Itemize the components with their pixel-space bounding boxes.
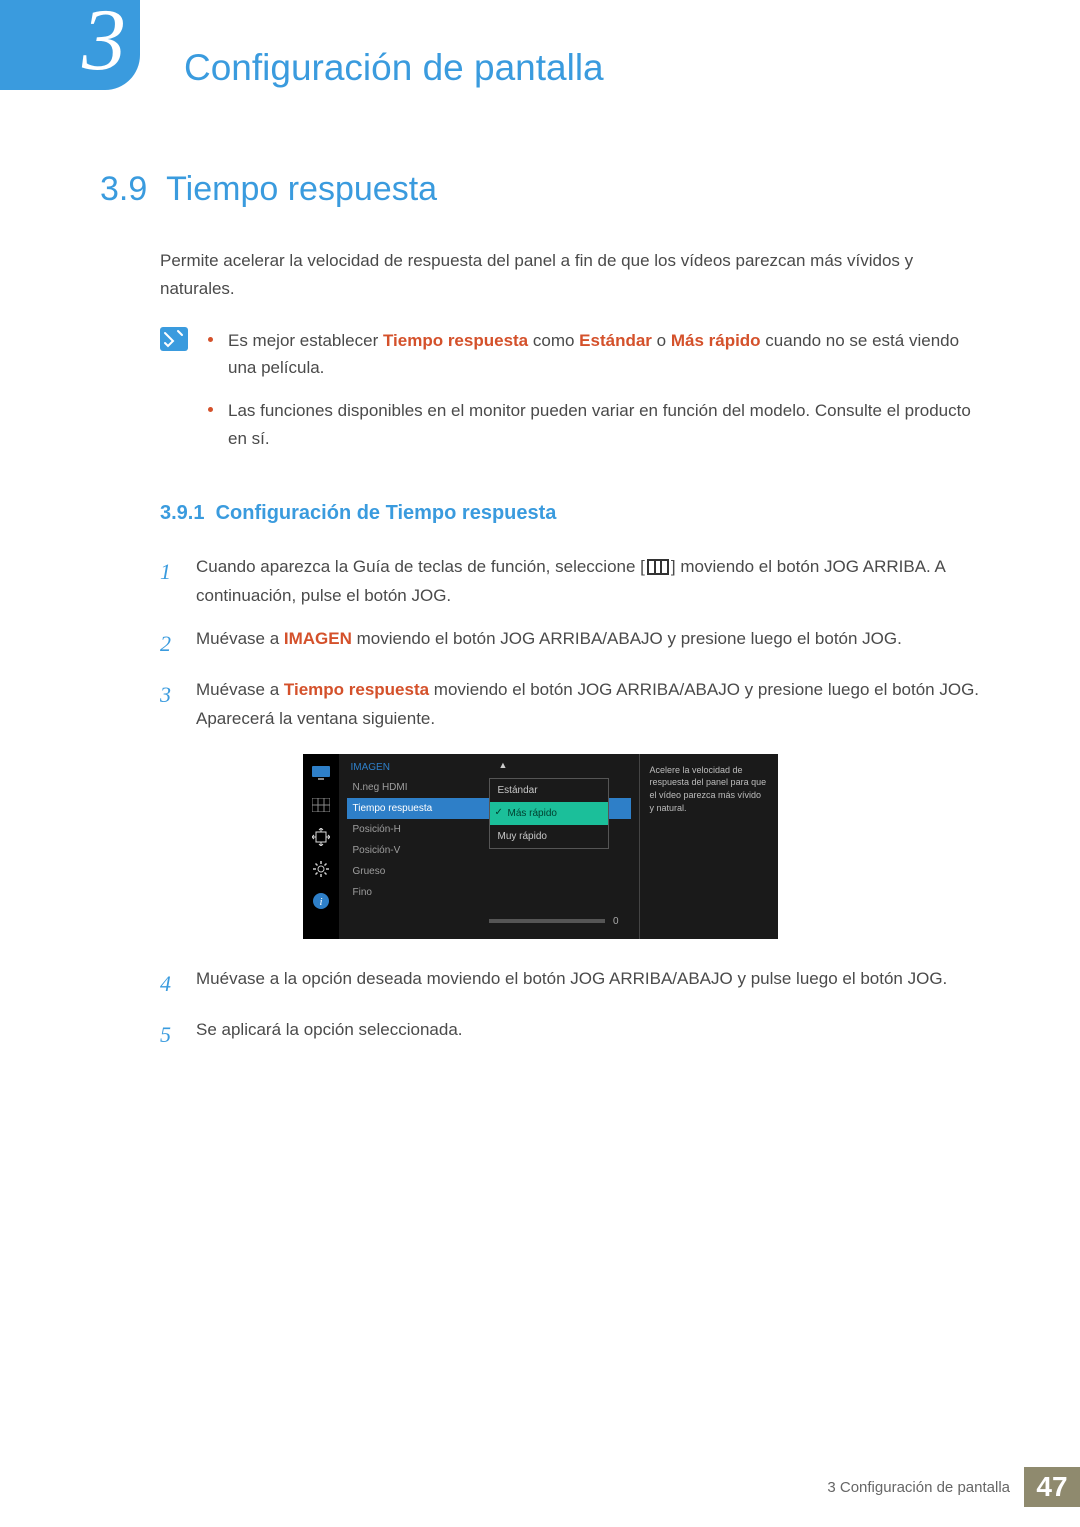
osd-help-text: Acelere la velocidad de respuesta del pa…: [639, 754, 778, 939]
note-bullets: Es mejor establecer Tiempo respuesta com…: [206, 327, 980, 468]
step-text: Muévase a la opción deseada moviendo el …: [196, 965, 947, 1002]
chapter-number: 3: [82, 1, 126, 80]
step-number: 3: [160, 676, 178, 734]
page-footer: 3 Configuración de pantalla 47: [827, 1467, 1080, 1507]
osd-item: Grueso: [347, 861, 631, 882]
content-area: 3.9 Tiempo respuesta Permite acelerar la…: [0, 90, 1080, 1054]
section-title: Tiempo respuesta: [166, 170, 437, 208]
gear-icon: [310, 858, 332, 880]
svg-text:i: i: [319, 896, 322, 908]
chapter-badge: 3: [0, 0, 140, 90]
osd-submenu-item: Estándar: [490, 779, 608, 802]
osd-item: Fino: [347, 882, 631, 903]
section-heading: 3.9 Tiempo respuesta: [100, 170, 980, 209]
step-text: Cuando aparezca la Guía de teclas de fun…: [196, 553, 980, 611]
subsection-number: 3.9.1: [160, 502, 204, 524]
step-number: 4: [160, 965, 178, 1002]
menu-icon: [647, 559, 669, 575]
intro-text: Permite acelerar la velocidad de respues…: [160, 247, 980, 303]
step-5: 5 Se aplicará la opción seleccionada.: [160, 1016, 980, 1053]
step-4: 4 Muévase a la opción deseada moviendo e…: [160, 965, 980, 1002]
footer-page-number: 47: [1024, 1467, 1080, 1507]
steps-list-cont: 4 Muévase a la opción deseada moviendo e…: [160, 965, 980, 1054]
osd-main-panel: IMAGEN ▲ N.neg HDMI Tiempo respuesta Pos…: [339, 754, 639, 939]
header-right: Configuración de pantalla: [140, 0, 1080, 90]
step-text: Muévase a Tiempo respuesta moviendo el b…: [196, 676, 980, 734]
osd-submenu: Estándar Más rápido Muy rápido: [489, 778, 609, 849]
monitor-icon: [310, 762, 332, 784]
osd-slider-value: 0: [613, 916, 619, 927]
note-icon: [160, 327, 188, 468]
osd-slider: 0: [489, 916, 619, 927]
info-icon: i: [310, 890, 332, 912]
osd-submenu-item-selected: Más rápido: [490, 802, 608, 825]
subsection-title: Configuración de Tiempo respuesta: [216, 502, 557, 524]
footer-chapter-label: 3 Configuración de pantalla: [827, 1479, 1024, 1496]
osd-up-arrow: ▲: [499, 760, 508, 770]
note-bullet-2: Las funciones disponibles en el monitor …: [206, 397, 980, 451]
step-number: 1: [160, 553, 178, 611]
step-2: 2 Muévase a IMAGEN moviendo el botón JOG…: [160, 625, 980, 662]
osd-slider-track: [489, 919, 605, 923]
step-text: Se aplicará la opción seleccionada.: [196, 1016, 463, 1053]
osd-menu-title: IMAGEN: [347, 760, 631, 777]
osd-submenu-item: Muy rápido: [490, 825, 608, 848]
step-text: Muévase a IMAGEN moviendo el botón JOG A…: [196, 625, 902, 662]
subsection-heading: 3.9.1 Configuración de Tiempo respuesta: [160, 502, 980, 525]
section-number: 3.9: [100, 170, 147, 208]
step-number: 5: [160, 1016, 178, 1053]
step-1: 1 Cuando aparezca la Guía de teclas de f…: [160, 553, 980, 611]
note-bullet-1: Es mejor establecer Tiempo respuesta com…: [206, 327, 980, 381]
page-header: 3 Configuración de pantalla: [0, 0, 1080, 90]
steps-list: 1 Cuando aparezca la Guía de teclas de f…: [160, 553, 980, 734]
osd-sidebar: i: [303, 754, 339, 939]
step-3: 3 Muévase a Tiempo respuesta moviendo el…: [160, 676, 980, 734]
grid-icon: [310, 794, 332, 816]
note-block: Es mejor establecer Tiempo respuesta com…: [160, 327, 980, 468]
chapter-title: Configuración de pantalla: [162, 47, 604, 89]
step-number: 2: [160, 625, 178, 662]
osd-screenshot: i IMAGEN ▲ N.neg HDMI Tiempo respuesta P…: [303, 754, 778, 939]
expand-icon: [310, 826, 332, 848]
